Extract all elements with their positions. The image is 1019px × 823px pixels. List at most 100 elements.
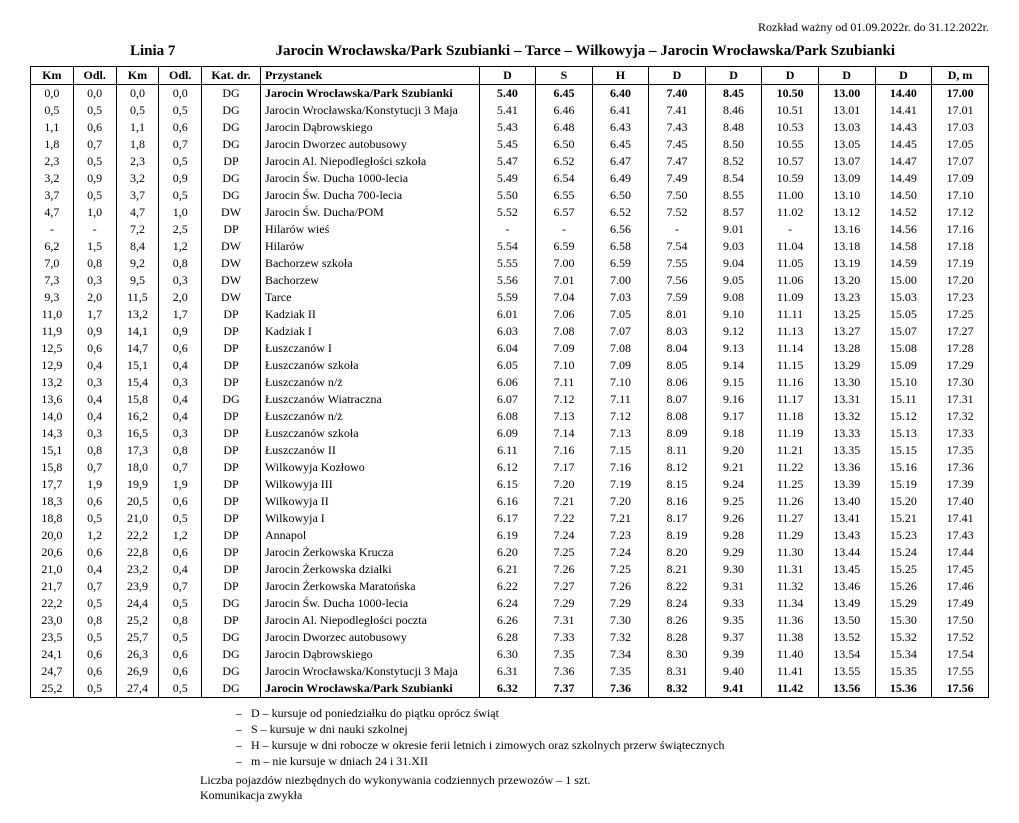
stop-name-cell: Jarocin Żerkowska Maratońska (260, 578, 479, 595)
cell: 8.28 (649, 629, 706, 646)
table-row: 17,71,919,91,9DPWilkowyja III6.157.207.1… (31, 476, 989, 493)
cell: 7.34 (592, 646, 649, 663)
table-row: 21,70,723,90,7DPJarocin Żerkowska Marato… (31, 578, 989, 595)
cell: 8,4 (116, 238, 159, 255)
table-row: 18,80,521,00,5DPWilkowyja I6.177.227.218… (31, 510, 989, 527)
cell: 9.12 (705, 323, 762, 340)
cell: 24,4 (116, 595, 159, 612)
cell: 0,3 (159, 272, 202, 289)
cell: 0,6 (73, 493, 116, 510)
cell: 0,7 (73, 459, 116, 476)
cell: 13.43 (818, 527, 875, 544)
stop-name-cell: Łuszczanów Wiatraczna (260, 391, 479, 408)
stop-name-cell: Kadziak II (260, 306, 479, 323)
stop-name-cell: Jarocin Dworzec autobusowy (260, 629, 479, 646)
cell: 6.40 (592, 85, 649, 103)
cell: 9.35 (705, 612, 762, 629)
cell: 1,7 (159, 306, 202, 323)
cell: 6.15 (479, 476, 536, 493)
cell: 17.16 (932, 221, 989, 238)
cell: 14.52 (875, 204, 932, 221)
cell: 1,1 (31, 119, 74, 136)
table-row: 7,00,89,20,8DWBachorzew szkoła5.557.006.… (31, 255, 989, 272)
table-row: 12,50,614,70,6DPŁuszczanów I6.047.097.08… (31, 340, 989, 357)
cell: 0,4 (159, 357, 202, 374)
cell: 5.43 (479, 119, 536, 136)
col-header: S (536, 67, 593, 85)
stop-name-cell: Jarocin Al. Niepodległości szkoła (260, 153, 479, 170)
cell: 9,3 (31, 289, 74, 306)
cell: - (762, 221, 819, 238)
legend-line: – D – kursuje od poniedziałku do piątku … (230, 706, 989, 721)
cell: 11.21 (762, 442, 819, 459)
table-row: 13,20,315,40,3DPŁuszczanów n/ż6.067.117.… (31, 374, 989, 391)
line-label: Linia 7 (130, 43, 175, 60)
cell: 12,9 (31, 357, 74, 374)
cell: 9.30 (705, 561, 762, 578)
cell: 0,4 (73, 561, 116, 578)
cell: DP (202, 510, 261, 527)
table-row: 6,21,58,41,2DWHilarów5.546.596.587.549.0… (31, 238, 989, 255)
cell: 5.55 (479, 255, 536, 272)
cell: DW (202, 289, 261, 306)
cell: 0,5 (159, 595, 202, 612)
cell: 21,7 (31, 578, 74, 595)
cell: 14.45 (875, 136, 932, 153)
cell: 11.18 (762, 408, 819, 425)
cell: 13.07 (818, 153, 875, 170)
cell: 13.20 (818, 272, 875, 289)
cell: 7.22 (536, 510, 593, 527)
cell: 0,4 (73, 391, 116, 408)
cell: 15.13 (875, 425, 932, 442)
stop-name-cell: Hilarów wieś (260, 221, 479, 238)
cell: 0,8 (73, 442, 116, 459)
cell: 7.24 (536, 527, 593, 544)
validity-text: Rozkład ważny od 01.09.2022r. do 31.12.2… (30, 20, 989, 35)
cell: 15.03 (875, 289, 932, 306)
cell: 11.17 (762, 391, 819, 408)
cell: 0,6 (159, 646, 202, 663)
legend-text: H – kursuje w dni robocze w okresie feri… (248, 738, 725, 752)
cell: 7.55 (649, 255, 706, 272)
cell: 15,4 (116, 374, 159, 391)
col-header: Km (116, 67, 159, 85)
cell: 20,0 (31, 527, 74, 544)
cell: DW (202, 272, 261, 289)
cell: 3,7 (31, 187, 74, 204)
stop-name-cell: Jarocin Dąbrowskiego (260, 646, 479, 663)
cell: 7.09 (592, 357, 649, 374)
cell: 11.25 (762, 476, 819, 493)
cell: 6.58 (592, 238, 649, 255)
cell: DG (202, 187, 261, 204)
stop-name-cell: Wilkowyja Kozłowo (260, 459, 479, 476)
cell: 18,0 (116, 459, 159, 476)
cell: 22,8 (116, 544, 159, 561)
cell: 14.47 (875, 153, 932, 170)
cell: 13.33 (818, 425, 875, 442)
cell: 11.36 (762, 612, 819, 629)
cell: 8.31 (649, 663, 706, 680)
cell: 14.50 (875, 187, 932, 204)
cell: 11.04 (762, 238, 819, 255)
cell: 11.22 (762, 459, 819, 476)
cell: 2,5 (159, 221, 202, 238)
cell: 6.03 (479, 323, 536, 340)
cell: DP (202, 340, 261, 357)
cell: 13.18 (818, 238, 875, 255)
cell: 21,0 (31, 561, 74, 578)
col-header: D (875, 67, 932, 85)
cell: - (536, 221, 593, 238)
cell: 9.01 (705, 221, 762, 238)
table-row: 23,00,825,20,8DPJarocin Al. Niepodległoś… (31, 612, 989, 629)
cell: 17.49 (932, 595, 989, 612)
cell: 17.03 (932, 119, 989, 136)
cell: 13.27 (818, 323, 875, 340)
cell: 7.25 (536, 544, 593, 561)
cell: DG (202, 85, 261, 103)
cell: 5.40 (479, 85, 536, 103)
cell: 10.51 (762, 102, 819, 119)
cell: DP (202, 153, 261, 170)
cell: 8.06 (649, 374, 706, 391)
cell: 7.43 (649, 119, 706, 136)
stop-name-cell: Łuszczanów I (260, 340, 479, 357)
